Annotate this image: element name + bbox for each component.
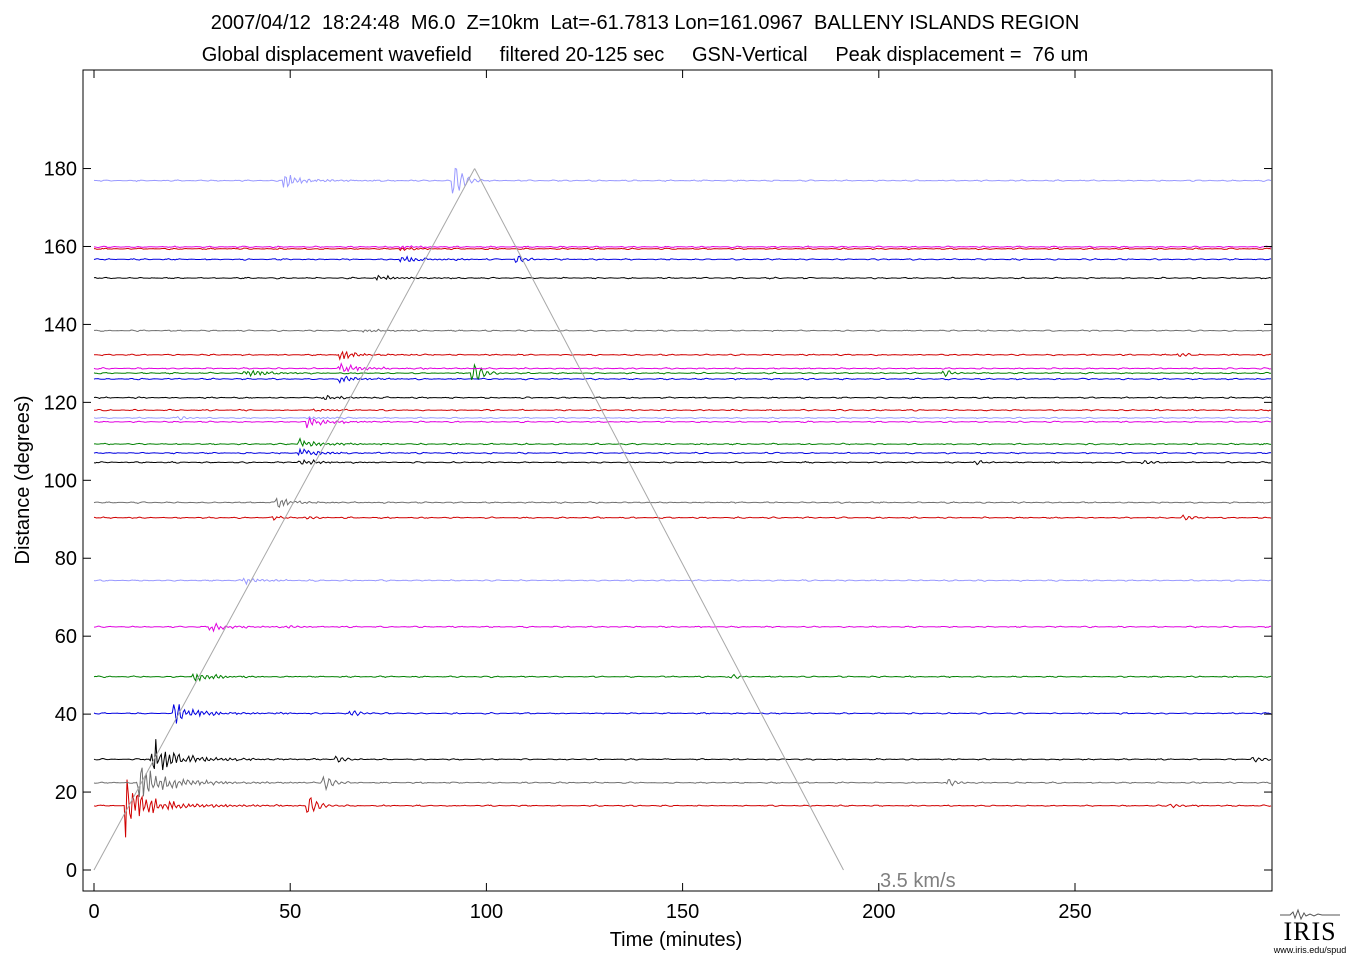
trace-151.9 xyxy=(93,274,1272,282)
trace-62.4 xyxy=(93,622,1272,633)
velocity-line-ascending xyxy=(93,168,476,871)
y-tick-label: 120 xyxy=(44,392,77,414)
chart-subtitle: Global displacement wavefield filtered 2… xyxy=(201,44,1089,66)
trace-109.3 xyxy=(94,437,1272,448)
trace-176.9 xyxy=(93,167,1272,194)
x-tick-label: 250 xyxy=(1058,901,1091,923)
ticks-layer: 0 50 100 150 200 250 0 20 40 60 80 100 120 140 160 180 xyxy=(44,70,1272,923)
iris-logo-url: www.iris.edu/spud xyxy=(1273,945,1347,955)
x-tick-label: 150 xyxy=(666,901,699,923)
trace-28.4 xyxy=(93,739,1272,771)
y-tick-label: 40 xyxy=(55,704,77,726)
trace-159.4 xyxy=(93,246,1272,252)
trace-128.7 xyxy=(93,362,1272,373)
chart-title: 2007/04/12 18:24:48 M6.0 Z=10km Lat=-61.… xyxy=(210,12,1080,34)
trace-115 xyxy=(93,417,1271,429)
seismogram-logo-icon xyxy=(1280,908,1340,921)
y-axis-label: Distance (degrees) xyxy=(12,396,34,565)
iris-logo-word: IRIS xyxy=(1283,917,1337,946)
x-tick-label: 50 xyxy=(279,901,301,923)
trace-127.5 xyxy=(93,363,1271,381)
trace-132.2 xyxy=(93,350,1272,361)
x-tick-label: 200 xyxy=(862,901,895,923)
trace-94.3 xyxy=(93,497,1272,508)
y-tick-label: 60 xyxy=(55,626,77,648)
y-tick-label: 80 xyxy=(55,548,77,570)
x-tick-label: 0 xyxy=(88,901,99,923)
y-tick-label: 160 xyxy=(44,236,77,258)
trace-156.7 xyxy=(93,255,1272,264)
y-tick-label: 0 xyxy=(66,860,77,882)
y-tick-label: 100 xyxy=(44,470,77,492)
velocity-label: 3.5 km/s xyxy=(880,870,956,892)
trace-159.9 xyxy=(93,245,1272,250)
trace-74.3 xyxy=(93,577,1272,586)
trace-118 xyxy=(94,408,1272,412)
trace-116 xyxy=(93,415,1272,421)
y-tick-label: 180 xyxy=(44,159,77,181)
trace-138.4 xyxy=(94,328,1272,333)
traces-layer xyxy=(93,167,1272,838)
trace-49.6 xyxy=(93,672,1272,682)
x-tick-label: 100 xyxy=(470,901,503,923)
trace-107 xyxy=(93,447,1272,457)
y-tick-label: 140 xyxy=(44,314,77,336)
trace-126 xyxy=(93,375,1272,384)
y-tick-label: 20 xyxy=(55,782,77,804)
plot-frame xyxy=(82,69,1273,892)
trace-22.4 xyxy=(93,767,1272,798)
iris-logo: IRIS www.iris.edu/spud xyxy=(1266,905,1354,957)
velocity-line-descending xyxy=(474,168,844,871)
trace-40.2 xyxy=(93,704,1272,724)
trace-121.2 xyxy=(93,394,1272,400)
trace-104.6 xyxy=(93,458,1272,466)
x-axis-label: Time (minutes) xyxy=(610,929,743,951)
trace-90.4 xyxy=(93,514,1272,521)
trace-16.5 xyxy=(93,779,1272,838)
